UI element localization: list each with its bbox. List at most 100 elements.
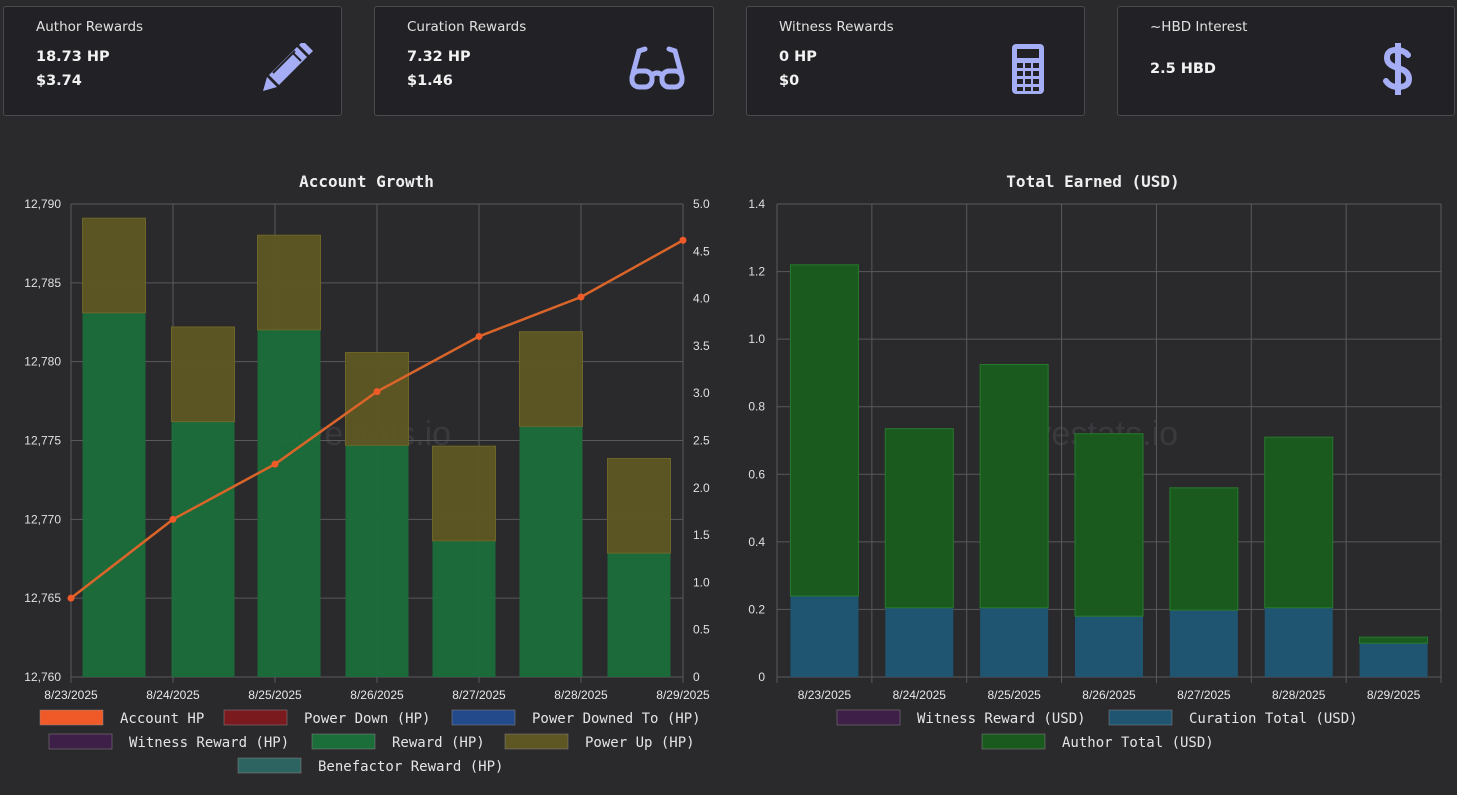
y-tick-label: 0.8 [748,400,765,414]
bar-reward-hp [345,445,409,677]
y-left-tick-label: 12,785 [24,276,61,290]
legend-swatch [836,709,901,726]
legend-swatch [504,733,569,750]
y-left-tick-label: 12,775 [24,434,61,448]
x-tick-label: 8/28/2025 [554,688,608,702]
legend-label: Curation Total (USD) [1189,711,1358,727]
legend-swatch [311,733,376,750]
bar-power-up-hp [519,331,583,427]
card-label: Curation Rewards [407,19,527,35]
y-left-tick-label: 12,760 [24,670,61,684]
point-account-hp [577,293,585,301]
y-right-tick-label: 4.5 [693,244,710,258]
legend-label: Power Up (HP) [585,735,695,751]
y-tick-label: 0.2 [748,602,765,616]
bar-reward-hp [82,312,146,677]
legend-label: Power Down (HP) [304,711,430,727]
legend-label: Reward (HP) [392,735,485,751]
dollar-icon [1370,40,1426,98]
y-tick-label: 1.2 [748,265,765,279]
account-growth-title: Account Growth [299,172,434,191]
bar-curation-total [790,595,859,677]
y-right-tick-label: 3.0 [693,386,710,400]
x-tick-label: 8/25/2025 [248,688,302,702]
bar-curation-total [980,607,1049,677]
bar-curation-total [1359,643,1428,677]
card-value-hp: 7.32 HP [407,49,471,65]
card-value-usd: $3.74 [36,73,82,89]
bar-power-up-hp [82,217,146,314]
y-tick-label: 0.6 [748,467,765,481]
x-tick-label: 8/29/2025 [656,688,710,702]
y-right-tick-label: 1.0 [693,575,710,589]
card-label: Author Rewards [36,19,144,35]
bar-curation-total [1075,616,1143,677]
bar-reward-hp [432,540,496,677]
y-tick-label: 0 [758,670,765,684]
x-tick-label: 8/23/2025 [44,688,98,702]
point-account-hp [475,332,483,340]
x-tick-label: 8/28/2025 [1272,688,1326,702]
point-account-hp [67,594,75,602]
bar-power-up-hp [345,352,409,446]
bar-power-up-hp [257,234,321,331]
card-value-hp: 18.73 HP [36,49,110,65]
bar-curation-total [885,607,954,677]
x-tick-label: 8/24/2025 [893,688,947,702]
total-earned-chart: hivestats.io 00.20.40.60.81.01.21.48/23/… [748,197,1442,751]
y-tick-label: 0.4 [748,535,765,549]
bar-reward-hp [171,421,235,677]
hbd-interest-card: ~HBD Interest 2.5 HBD [1117,6,1455,116]
card-label: ~HBD Interest [1150,19,1248,35]
card-value-usd: $1.46 [407,73,453,89]
legend-label: Power Downed To (HP) [532,711,701,727]
y-right-tick-label: 0.5 [693,623,710,637]
y-tick-label: 1.0 [748,332,765,346]
card-value-hbd: 2.5 HBD [1150,61,1216,77]
y-right-tick-label: 1.5 [693,528,710,542]
y-right-tick-label: 2.0 [693,481,710,495]
x-tick-label: 8/24/2025 [146,688,200,702]
glasses-icon [629,43,685,95]
bar-power-up-hp [171,326,235,423]
bar-author-total [789,264,859,597]
legend-swatch [48,733,113,750]
x-tick-label: 8/27/2025 [452,688,506,702]
card-label: Witness Rewards [779,19,894,35]
point-account-hp [169,515,177,523]
legend-swatch [39,709,104,726]
legend-label: Account HP [120,711,204,727]
curation-rewards-card: Curation Rewards 7.32 HP $1.46 [374,6,714,116]
bar-reward-hp [607,553,671,677]
y-right-tick-label: 3.5 [693,339,710,353]
bar-curation-total [1264,607,1333,677]
x-tick-label: 8/26/2025 [350,688,404,702]
author-rewards-card: Author Rewards 18.73 HP $3.74 [3,6,342,116]
calculator-icon [1000,43,1056,95]
card-value-hp: 0 HP [779,49,817,65]
bar-power-up-hp [432,445,496,542]
y-right-tick-label: 4.0 [693,292,710,306]
legend-swatch [1108,709,1173,726]
point-account-hp [271,460,279,468]
total-earned-title: Total Earned (USD) [1006,172,1180,191]
y-left-tick-label: 12,790 [24,197,61,211]
bar-reward-hp [519,426,583,677]
x-tick-label: 8/25/2025 [987,688,1041,702]
witness-rewards-card: Witness Rewards 0 HP $0 [746,6,1085,116]
card-value-usd: $0 [779,73,800,89]
bar-power-up-hp [607,457,671,554]
y-right-tick-label: 5.0 [693,197,710,211]
y-tick-label: 1.4 [748,197,765,211]
legend-label: Benefactor Reward (HP) [318,759,503,775]
account-growth-chart: hivestats.io 12,76012,76512,77012,77512,… [24,197,710,775]
point-account-hp [679,236,687,244]
legend-label: Witness Reward (USD) [917,711,1086,727]
y-left-tick-label: 12,780 [24,355,61,369]
x-tick-label: 8/26/2025 [1082,688,1136,702]
y-left-tick-label: 12,765 [24,591,61,605]
x-tick-label: 8/29/2025 [1367,688,1421,702]
pencil-icon [257,41,313,95]
bar-author-total [1264,436,1334,609]
x-tick-label: 8/27/2025 [1177,688,1231,702]
